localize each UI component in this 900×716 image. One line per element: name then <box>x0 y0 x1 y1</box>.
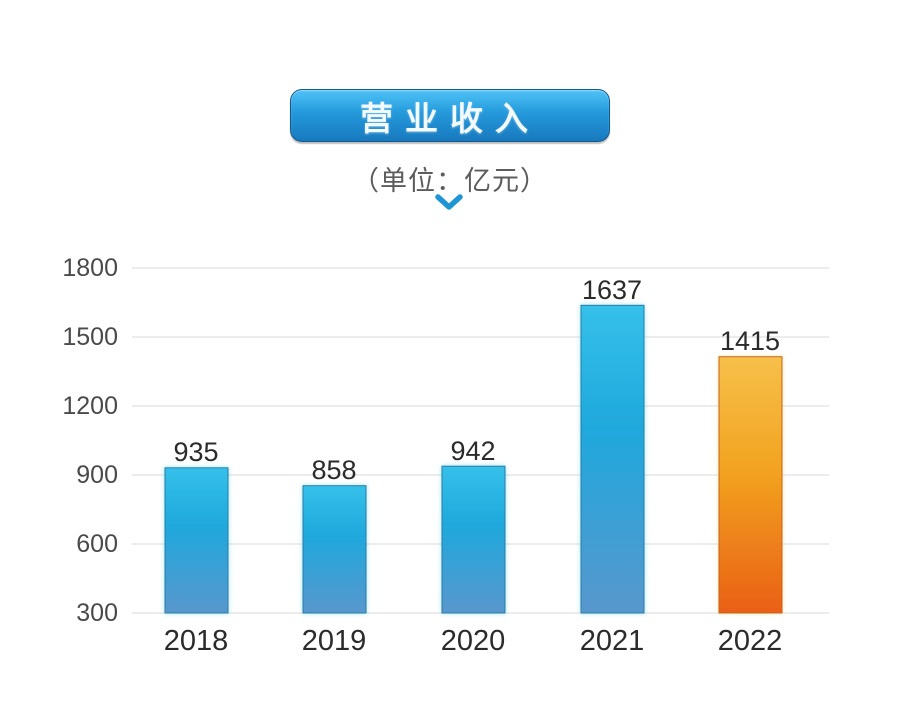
svg-text:2019: 2019 <box>302 625 367 657</box>
svg-text:858: 858 <box>311 455 356 485</box>
svg-text:2020: 2020 <box>441 625 506 657</box>
svg-text:935: 935 <box>173 437 218 467</box>
svg-text:1415: 1415 <box>720 326 780 356</box>
svg-text:900: 900 <box>76 461 118 489</box>
svg-text:1637: 1637 <box>582 275 642 305</box>
svg-text:1500: 1500 <box>62 323 118 351</box>
svg-text:1800: 1800 <box>62 254 118 282</box>
svg-text:942: 942 <box>450 436 495 466</box>
svg-text:2022: 2022 <box>718 625 783 657</box>
svg-text:2018: 2018 <box>164 625 229 657</box>
svg-text:2021: 2021 <box>580 625 645 657</box>
svg-text:600: 600 <box>76 530 118 558</box>
svg-text:1200: 1200 <box>62 392 118 420</box>
svg-text:300: 300 <box>76 599 118 627</box>
